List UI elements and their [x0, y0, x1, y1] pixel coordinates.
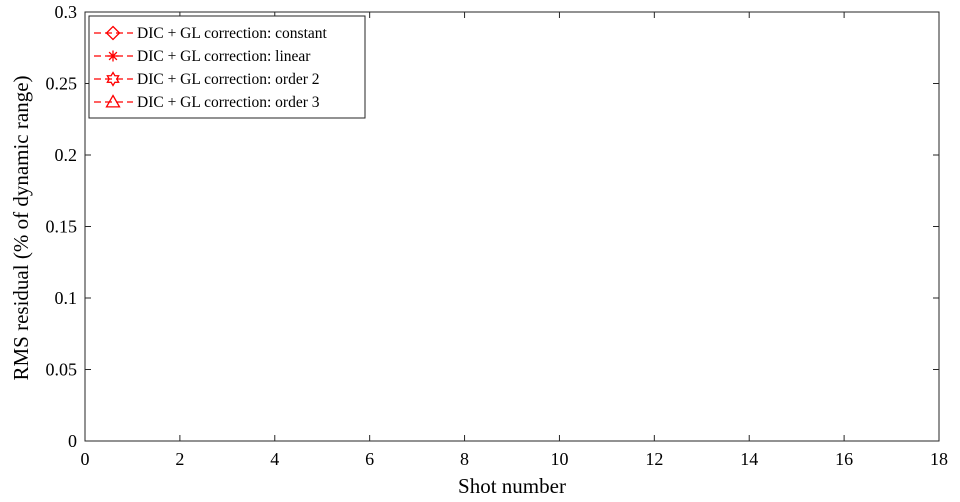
x-tick-label: 16 — [835, 449, 853, 469]
legend-item: DIC + GL correction: order 2 — [94, 71, 319, 88]
legend-label: DIC + GL correction: order 3 — [137, 94, 320, 111]
legend-label: DIC + GL correction: constant — [137, 25, 328, 42]
x-tick-label: 10 — [550, 449, 568, 469]
legend-item: DIC + GL correction: constant — [94, 25, 328, 42]
x-tick-label: 12 — [645, 449, 663, 469]
y-tick-label: 0.15 — [46, 217, 78, 237]
legend-marker — [107, 50, 119, 62]
legend-marker — [105, 94, 121, 108]
x-tick-label: 0 — [81, 449, 90, 469]
legend-item: DIC + GL correction: order 3 — [94, 94, 320, 111]
legend-box — [88, 15, 366, 119]
x-tick-label: 14 — [740, 449, 758, 469]
y-tick-label: 0.1 — [55, 288, 78, 308]
legend-marker — [106, 71, 120, 87]
y-tick-label: 0.3 — [55, 2, 78, 22]
y-tick-label: 0.2 — [55, 145, 78, 165]
x-tick-label: 6 — [365, 449, 374, 469]
x-tick-label: 2 — [175, 449, 184, 469]
y-axis-title: RMS residual (% of dynamic range) — [9, 75, 33, 380]
x-tick-label: 18 — [930, 449, 948, 469]
legend-label: DIC + GL correction: linear — [137, 48, 311, 65]
x-tick-label: 8 — [460, 449, 469, 469]
axes: 0 2 4 6 8 10 12 14 16 18 0 0.05 0.1 0.15 0.2 0.25 0.3 — [46, 2, 949, 469]
y-tick-label: 0 — [68, 431, 77, 451]
y-tick-label: 0.25 — [46, 74, 78, 94]
y-tick-label: 0.05 — [46, 360, 78, 380]
x-tick-label: 4 — [270, 449, 279, 469]
legend-item: DIC + GL correction: linear — [94, 48, 311, 65]
legend-label: DIC + GL correction: order 2 — [137, 71, 319, 88]
legend: DIC + GL correction: constant DIC + GL co… — [88, 15, 366, 119]
x-axis-title: Shot number — [458, 474, 566, 498]
legend-marker — [105, 25, 121, 41]
